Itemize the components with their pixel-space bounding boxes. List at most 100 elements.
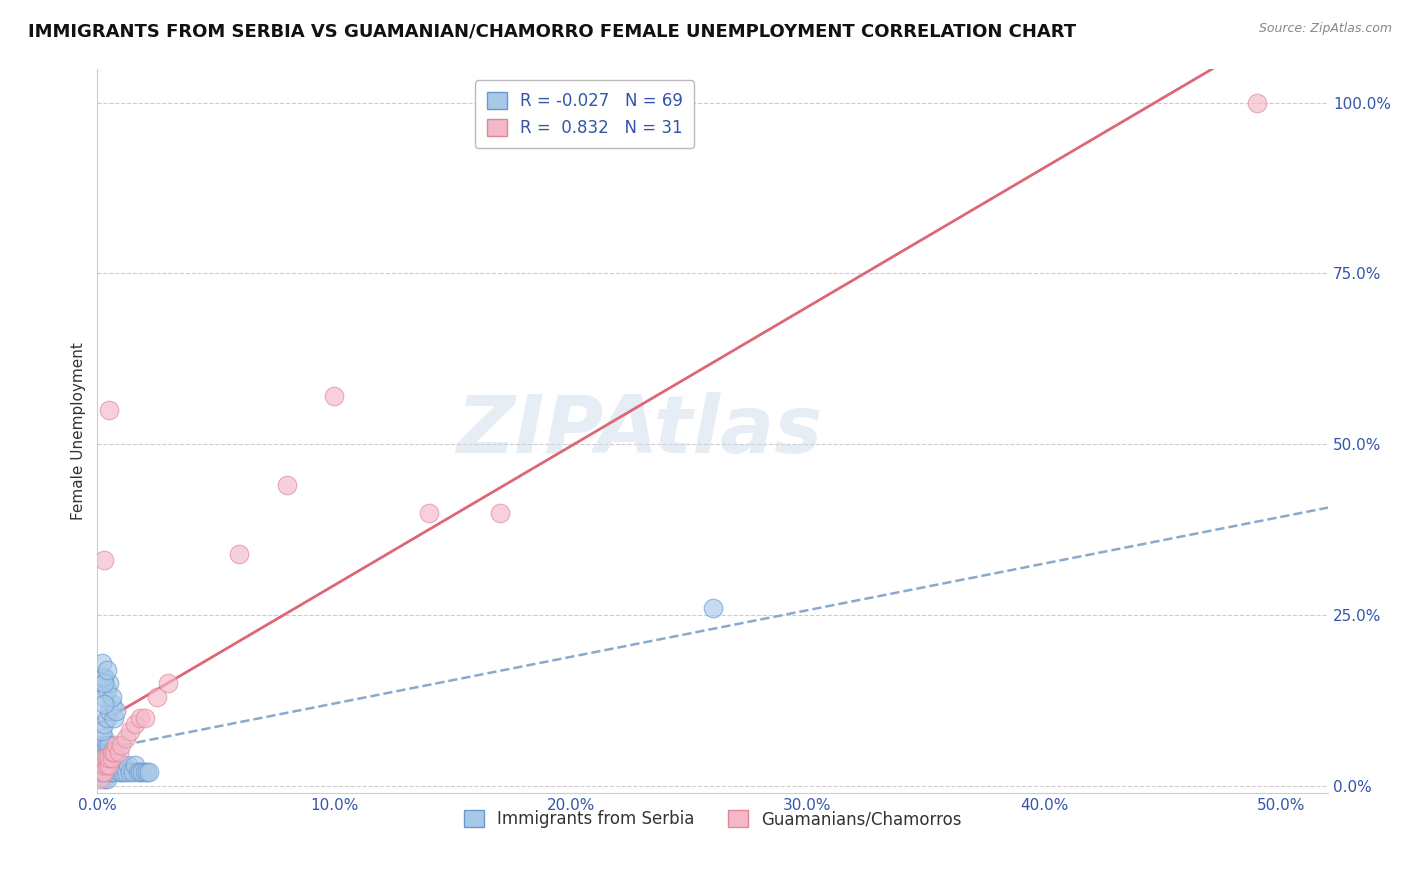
Point [98,758,121,772]
Point [107,765,129,780]
Point [138,765,160,780]
Point [93,717,115,731]
Point [100,745,122,759]
Point [98,738,121,752]
Point [1246,95,1268,110]
Point [91,751,114,765]
Point [488,506,510,520]
Point [105,751,128,765]
Point [124,758,146,772]
Point [89,765,111,780]
Point [93,758,115,772]
Point [93,758,115,772]
Point [93,745,115,759]
Point [114,731,136,745]
Point [105,758,128,772]
Point [112,765,135,780]
Point [117,758,139,772]
Point [134,765,156,780]
Point [129,710,152,724]
Point [323,389,346,403]
Point [100,690,122,704]
Point [103,745,125,759]
Point [103,751,125,765]
Point [96,663,118,677]
Point [110,758,132,772]
Point [100,697,122,711]
Point [96,772,118,786]
Point [100,765,122,780]
Point [100,745,122,759]
Point [91,765,114,780]
Point [98,751,121,765]
Point [93,731,115,745]
Point [127,765,149,780]
Point [121,765,143,780]
Point [91,758,114,772]
Point [98,403,121,417]
Point [105,738,128,752]
Point [93,765,115,780]
Point [89,758,111,772]
Point [100,758,122,772]
Point [91,724,114,739]
Point [100,751,122,765]
Point [93,690,115,704]
Point [120,724,142,739]
Point [105,704,128,718]
Point [93,751,115,765]
Point [93,765,115,780]
Point [93,669,115,683]
Point [98,676,121,690]
Point [276,478,298,492]
Point [96,683,118,698]
Point [93,738,115,752]
Point [107,745,129,759]
Point [96,710,118,724]
Point [134,710,156,724]
Point [91,738,114,752]
Point [96,765,118,780]
Point [91,656,114,670]
Point [100,751,122,765]
Point [93,676,115,690]
Point [96,758,118,772]
Point [93,772,115,786]
Point [107,758,129,772]
Point [702,601,724,615]
Point [124,717,146,731]
Text: Source: ZipAtlas.com: Source: ZipAtlas.com [1258,22,1392,36]
Text: IMMIGRANTS FROM SERBIA VS GUAMANIAN/CHAMORRO FEMALE UNEMPLOYMENT CORRELATION CHA: IMMIGRANTS FROM SERBIA VS GUAMANIAN/CHAM… [28,22,1076,40]
Point [129,765,152,780]
Point [114,765,136,780]
Point [91,765,114,780]
Point [98,751,121,765]
Point [103,765,125,780]
Point [91,758,114,772]
Point [98,758,121,772]
Text: ZIPAtlas: ZIPAtlas [456,392,823,469]
Point [136,765,159,780]
Point [98,765,121,780]
Y-axis label: Female Unemployment: Female Unemployment [72,342,86,519]
Point [103,758,125,772]
Point [98,745,121,759]
Point [98,704,121,718]
Point [157,676,180,690]
Point [91,669,114,683]
Point [228,547,250,561]
Point [96,738,118,752]
Point [418,506,440,520]
Point [96,758,118,772]
Legend: Immigrants from Serbia, Guamanians/Chamorros: Immigrants from Serbia, Guamanians/Chamo… [457,804,969,835]
Point [96,751,118,765]
Point [93,751,115,765]
Point [89,772,111,786]
Point [120,765,142,780]
Point [110,738,132,752]
Point [110,765,132,780]
Point [145,690,167,704]
Point [96,751,118,765]
Point [91,745,114,759]
Point [112,758,135,772]
